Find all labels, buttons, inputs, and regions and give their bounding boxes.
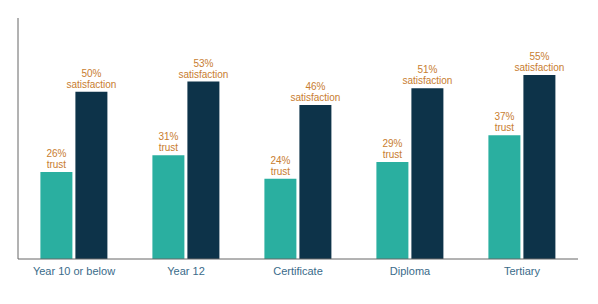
- svg-text:Year 10 or below: Year 10 or below: [33, 265, 115, 277]
- svg-text:Year 12: Year 12: [167, 265, 205, 277]
- svg-text:50%satisfaction: 50%satisfaction: [66, 68, 116, 90]
- svg-text:46%satisfaction: 46%satisfaction: [290, 81, 340, 103]
- svg-text:53%satisfaction: 53%satisfaction: [178, 58, 228, 80]
- svg-text:24%trust: 24%trust: [270, 155, 290, 177]
- svg-text:Diploma: Diploma: [390, 265, 431, 277]
- svg-text:29%trust: 29%trust: [382, 138, 402, 160]
- svg-text:Certificate: Certificate: [273, 265, 323, 277]
- svg-text:26%trust: 26%trust: [46, 148, 66, 170]
- svg-text:51%satisfaction: 51%satisfaction: [402, 64, 452, 86]
- svg-text:37%trust: 37%trust: [494, 111, 514, 133]
- svg-text:55%satisfaction: 55%satisfaction: [514, 51, 564, 73]
- svg-text:31%trust: 31%trust: [158, 131, 178, 153]
- svg-text:Tertiary: Tertiary: [504, 265, 541, 277]
